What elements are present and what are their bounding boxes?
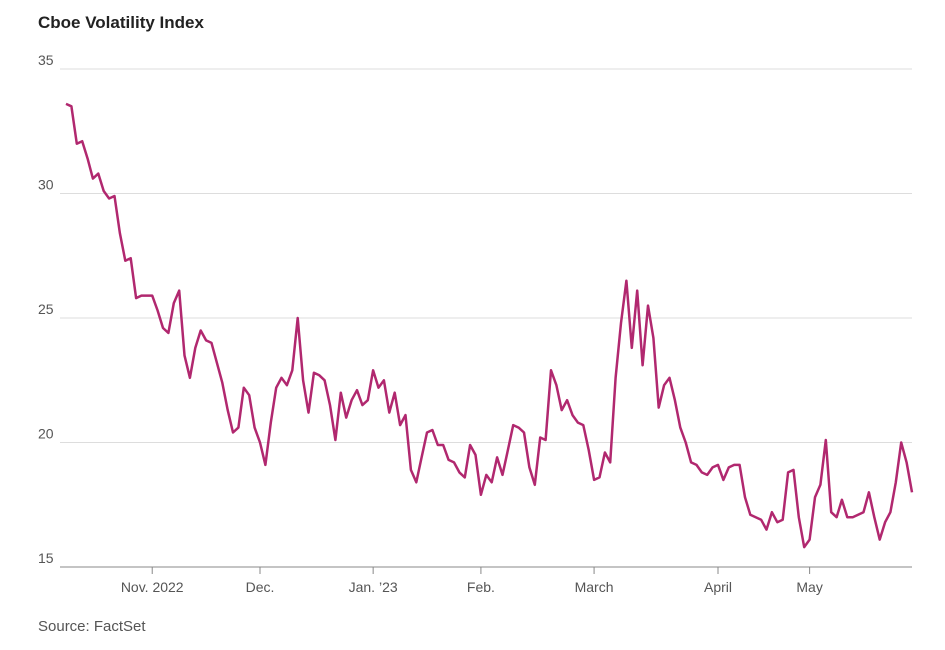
y-tick-label: 20 [38, 426, 54, 442]
source: Source: FactSet [38, 618, 146, 635]
y-tick-label: 15 [38, 550, 54, 566]
x-tick-label: April [704, 579, 732, 595]
x-tick-label: Jan. ’23 [349, 579, 398, 595]
x-tick-label: Dec. [246, 579, 275, 595]
x-tick-label: March [575, 579, 614, 595]
line [65, 102, 914, 549]
y-tick-label: 30 [38, 177, 54, 193]
y-tick-label: 25 [38, 301, 54, 317]
y-tick-label: 35 [38, 52, 54, 68]
chart-title: Cboe Volatility Index [38, 13, 204, 32]
x-tick-label: May [796, 579, 822, 595]
x-tick-label: Nov. 2022 [121, 579, 184, 595]
x-tick-label: Feb. [467, 579, 495, 595]
